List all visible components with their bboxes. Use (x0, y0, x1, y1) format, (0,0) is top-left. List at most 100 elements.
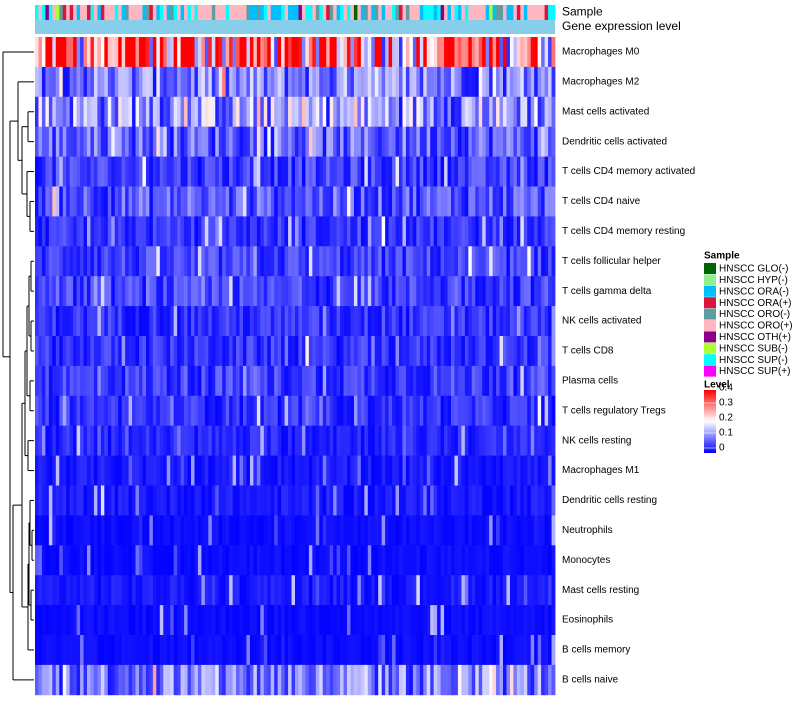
heatmap-cell (471, 246, 476, 277)
heatmap-cell (83, 126, 88, 157)
heatmap-cell (430, 545, 435, 576)
heatmap-cell (163, 37, 168, 68)
sample-legend-label: HNSCC SUB(-) (719, 343, 788, 354)
sample-legend-label: HNSCC SUP(+) (719, 366, 790, 377)
heatmap-cell (100, 96, 105, 128)
heatmap-cell (281, 365, 285, 397)
heatmap-cell (364, 425, 369, 456)
heatmap-cell (48, 156, 53, 187)
heatmap-cell (503, 485, 507, 516)
heatmap-cell (513, 306, 518, 337)
heatmap-cell (41, 96, 46, 128)
heatmap-cell (249, 306, 254, 337)
heatmap-cell (503, 246, 507, 277)
heatmap-cell (496, 515, 500, 546)
heatmap-cell (38, 126, 43, 157)
heatmap-cell (399, 96, 403, 128)
heatmap-cell (93, 156, 98, 187)
heatmap-cell (260, 635, 265, 666)
heatmap-cell (409, 605, 414, 636)
heatmap-cell (499, 365, 504, 397)
heatmap-cell (163, 156, 168, 187)
heatmap-cell (159, 485, 164, 516)
heatmap-cell (489, 336, 493, 367)
heatmap-row (35, 664, 556, 696)
heatmap-cell (343, 306, 348, 337)
heatmap-cell (326, 664, 331, 696)
heatmap-cell (468, 306, 473, 337)
heatmap-cell (374, 605, 379, 636)
heatmap-cell (374, 216, 379, 247)
heatmap-cell (249, 336, 254, 367)
heatmap-cell (173, 156, 178, 187)
heatmap-cell (347, 365, 351, 397)
heatmap-cell (159, 246, 164, 277)
heatmap-cell (222, 575, 227, 606)
heatmap-cell (125, 545, 129, 576)
heatmap-cell (288, 156, 292, 187)
heatmap-cell (340, 156, 344, 187)
heatmap-cell (482, 306, 487, 337)
heatmap-cell (416, 605, 421, 636)
heatmap-cell (111, 37, 116, 68)
sample-legend-swatch (704, 285, 716, 297)
heatmap-cell (430, 336, 435, 367)
level-legend-colorbar (704, 390, 716, 453)
heatmap-cell (295, 455, 299, 486)
heatmap-cell (104, 126, 109, 157)
heatmap-cell (551, 545, 556, 576)
heatmap-cell (551, 485, 556, 516)
heatmap-cell (360, 545, 365, 576)
heatmap-cell (353, 37, 358, 68)
row-label: Dendritic cells activated (562, 136, 667, 147)
heatmap-cell (267, 96, 272, 128)
heatmap-cell (80, 336, 84, 367)
heatmap-cell (513, 156, 518, 187)
row-label: T cells regulatory Tregs (562, 405, 666, 416)
heatmap-cell (308, 306, 313, 337)
heatmap-cell (59, 605, 64, 636)
heatmap-cell (350, 365, 355, 397)
heatmap-cell (93, 96, 98, 128)
heatmap-cell (35, 37, 39, 68)
heatmap-cell (76, 126, 81, 157)
heatmap-cell (55, 276, 60, 307)
heatmap-cell (118, 246, 123, 277)
heatmap-cell (170, 425, 175, 456)
heatmap-row (35, 37, 556, 68)
heatmap-cell (194, 66, 199, 98)
heatmap-cell (69, 276, 74, 307)
heatmap-cell (457, 246, 462, 277)
heatmap-cell (66, 575, 71, 606)
heatmap-cell (111, 186, 116, 217)
heatmap-cell (104, 216, 109, 247)
sample-cell (423, 5, 428, 20)
heatmap-cell (121, 246, 126, 277)
heatmap-cell (298, 66, 303, 98)
heatmap-cell (87, 515, 91, 546)
heatmap-cell (392, 395, 396, 427)
heatmap-cell (128, 216, 133, 247)
heatmap-cell (419, 515, 424, 546)
heatmap-cell (270, 485, 275, 516)
heatmap-cell (239, 635, 244, 666)
heatmap-cell (267, 575, 272, 606)
heatmap-cell (166, 455, 171, 486)
heatmap-cell (367, 96, 372, 128)
heatmap-cell (516, 126, 521, 157)
heatmap-cell (142, 664, 147, 696)
heatmap-cell (350, 276, 355, 307)
heatmap-cell (177, 336, 181, 367)
heatmap-cell (534, 635, 539, 666)
heatmap-cell (197, 306, 202, 337)
heatmap-cell (353, 336, 358, 367)
heatmap-cell (409, 455, 414, 486)
heatmap-cell (468, 455, 473, 486)
sample-cell (468, 5, 473, 20)
heatmap-cell (551, 605, 556, 636)
heatmap-cell (402, 605, 407, 636)
heatmap-cell (340, 365, 344, 397)
heatmap-cell (353, 126, 358, 157)
heatmap-cell (423, 66, 428, 98)
heatmap-cell (454, 66, 459, 98)
